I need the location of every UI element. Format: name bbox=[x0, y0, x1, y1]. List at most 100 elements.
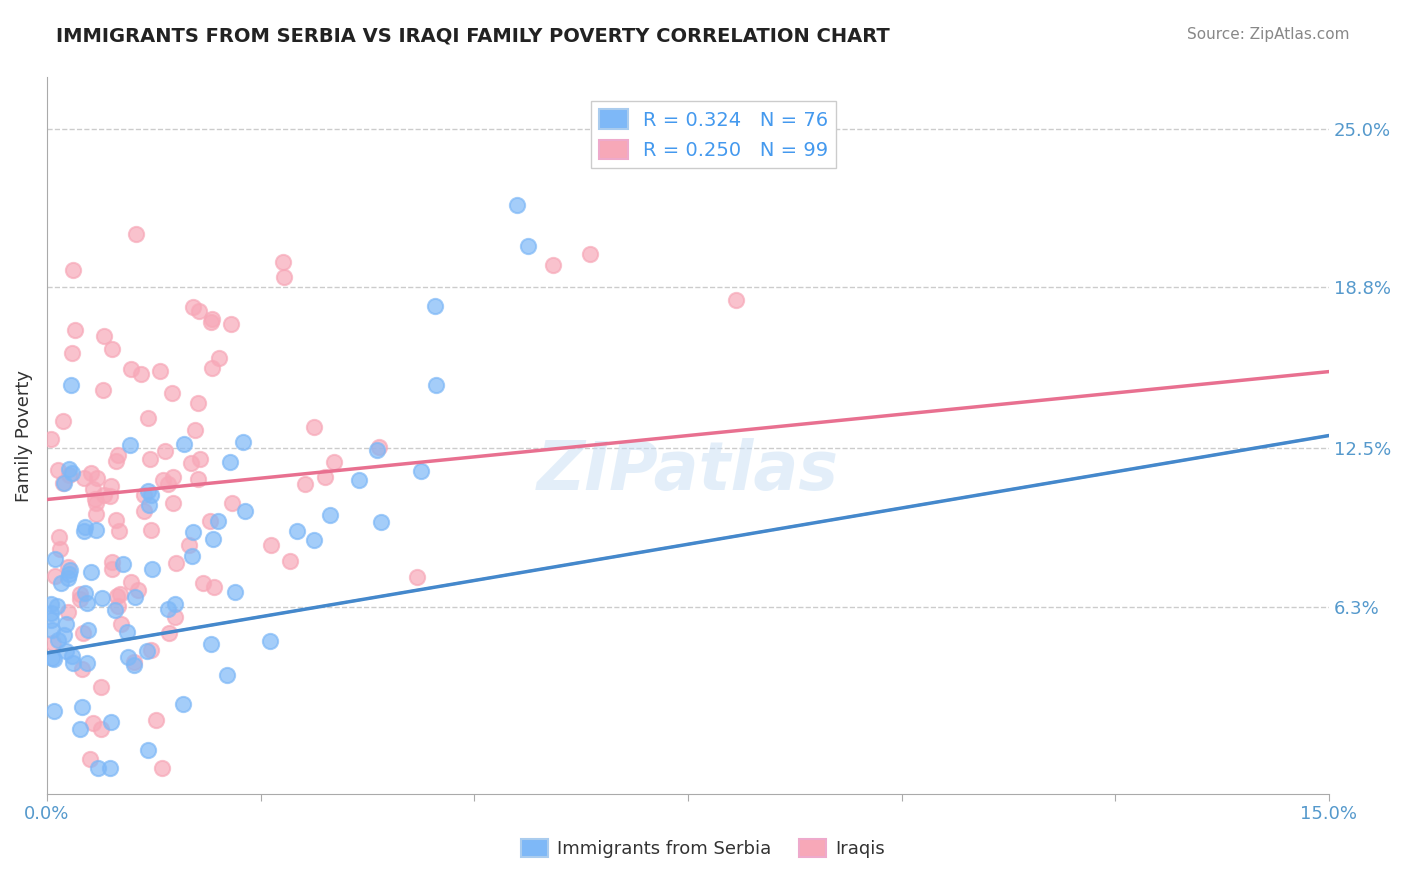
Point bbox=[52, 414, 75, 428]
Point bbox=[188, 451, 211, 466]
Point bbox=[155, 443, 177, 458]
Point bbox=[370, 515, 392, 529]
Text: Source: ZipAtlas.com: Source: ZipAtlas.com bbox=[1187, 27, 1350, 42]
Point bbox=[111, 557, 134, 571]
Point bbox=[80, 466, 103, 480]
Point bbox=[162, 385, 184, 400]
Point bbox=[273, 269, 295, 284]
Point bbox=[103, 603, 125, 617]
Point bbox=[56, 571, 79, 585]
Point bbox=[44, 652, 66, 666]
Point bbox=[72, 524, 94, 538]
Point bbox=[423, 299, 446, 313]
Point bbox=[120, 361, 142, 376]
Point bbox=[319, 508, 342, 523]
Point bbox=[134, 488, 156, 502]
Point bbox=[314, 470, 336, 484]
Point bbox=[63, 323, 86, 337]
Y-axis label: Family Poverty: Family Poverty bbox=[15, 369, 32, 501]
Point bbox=[152, 473, 174, 487]
Point bbox=[129, 367, 152, 381]
Point bbox=[202, 580, 225, 594]
Point bbox=[58, 567, 80, 582]
Point bbox=[86, 471, 108, 485]
Point bbox=[107, 599, 129, 613]
Point bbox=[86, 761, 108, 775]
Point bbox=[157, 625, 180, 640]
Point bbox=[136, 743, 159, 757]
Point bbox=[165, 557, 187, 571]
Point bbox=[139, 488, 162, 502]
Point bbox=[193, 575, 215, 590]
Point bbox=[188, 304, 211, 318]
Point bbox=[156, 476, 179, 491]
Point bbox=[91, 383, 114, 397]
Point bbox=[259, 634, 281, 648]
Point bbox=[41, 623, 63, 637]
Point bbox=[70, 662, 93, 676]
Point bbox=[121, 574, 143, 589]
Point bbox=[302, 533, 325, 547]
Point bbox=[69, 591, 91, 606]
Point bbox=[107, 590, 129, 604]
Point bbox=[150, 761, 173, 775]
Text: IMMIGRANTS FROM SERBIA VS IRAQI FAMILY POVERTY CORRELATION CHART: IMMIGRANTS FROM SERBIA VS IRAQI FAMILY P… bbox=[56, 27, 890, 45]
Point bbox=[136, 411, 159, 425]
Point bbox=[108, 587, 131, 601]
Point bbox=[162, 469, 184, 483]
Point bbox=[224, 585, 246, 599]
Point bbox=[55, 617, 77, 632]
Point bbox=[207, 351, 229, 366]
Point bbox=[41, 650, 63, 665]
Point bbox=[506, 198, 529, 212]
Point bbox=[46, 599, 69, 613]
Point bbox=[59, 563, 82, 577]
Point bbox=[39, 432, 62, 446]
Point bbox=[44, 569, 66, 583]
Point bbox=[145, 713, 167, 727]
Point bbox=[100, 479, 122, 493]
Point bbox=[302, 419, 325, 434]
Text: ZIPatlas: ZIPatlas bbox=[537, 438, 839, 504]
Point bbox=[724, 293, 747, 307]
Point bbox=[46, 462, 69, 476]
Point bbox=[104, 513, 127, 527]
Point bbox=[138, 452, 160, 467]
Point bbox=[184, 423, 207, 437]
Point bbox=[181, 549, 204, 564]
Point bbox=[82, 716, 104, 731]
Point bbox=[98, 761, 121, 775]
Point bbox=[52, 476, 75, 491]
Point bbox=[110, 616, 132, 631]
Point bbox=[69, 723, 91, 737]
Point bbox=[93, 488, 115, 502]
Point bbox=[368, 440, 391, 454]
Point bbox=[72, 626, 94, 640]
Point bbox=[187, 395, 209, 409]
Point bbox=[101, 555, 124, 569]
Legend: Immigrants from Serbia, Iraqis: Immigrants from Serbia, Iraqis bbox=[515, 831, 891, 865]
Point bbox=[73, 471, 96, 485]
Point bbox=[76, 596, 98, 610]
Point bbox=[207, 514, 229, 528]
Point bbox=[84, 523, 107, 537]
Point bbox=[125, 227, 148, 241]
Point bbox=[39, 606, 62, 620]
Point bbox=[101, 342, 124, 356]
Point bbox=[60, 467, 83, 481]
Point bbox=[201, 533, 224, 547]
Point bbox=[405, 570, 427, 584]
Point bbox=[75, 520, 97, 534]
Point bbox=[52, 628, 75, 642]
Point bbox=[122, 657, 145, 672]
Point bbox=[219, 455, 242, 469]
Point bbox=[322, 455, 344, 469]
Point bbox=[221, 496, 243, 510]
Point bbox=[278, 554, 301, 568]
Point bbox=[56, 605, 79, 619]
Point bbox=[347, 473, 370, 487]
Point bbox=[90, 722, 112, 736]
Point bbox=[56, 559, 79, 574]
Point bbox=[163, 609, 186, 624]
Point bbox=[366, 442, 388, 457]
